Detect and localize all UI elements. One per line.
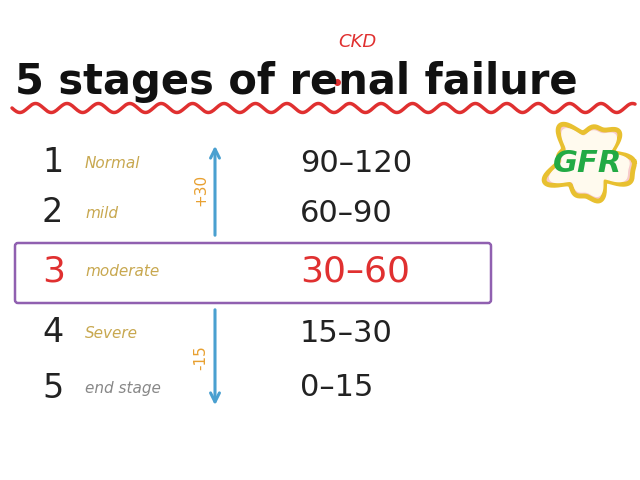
Text: 5: 5 — [42, 372, 63, 405]
Text: GFR: GFR — [554, 149, 623, 179]
Text: 3: 3 — [42, 255, 65, 289]
Text: 0–15: 0–15 — [300, 373, 373, 403]
Text: end stage: end stage — [85, 381, 161, 396]
Text: 90–120: 90–120 — [300, 148, 412, 178]
Text: -15: -15 — [193, 346, 209, 371]
Text: Normal: Normal — [85, 156, 141, 170]
Text: 2: 2 — [42, 196, 63, 229]
Text: mild: mild — [85, 205, 118, 220]
Text: 60–90: 60–90 — [300, 199, 393, 228]
Polygon shape — [544, 124, 634, 201]
Text: Severe: Severe — [85, 325, 138, 340]
Text: 4: 4 — [42, 316, 63, 349]
Text: moderate: moderate — [85, 264, 159, 279]
Text: 5 stages of renal failure: 5 stages of renal failure — [15, 61, 578, 103]
Polygon shape — [550, 129, 629, 196]
Text: 15–30: 15–30 — [300, 319, 393, 348]
Text: +30: +30 — [193, 174, 209, 206]
Text: 30–60: 30–60 — [300, 255, 410, 289]
Text: CKD: CKD — [338, 33, 376, 51]
Text: 1: 1 — [42, 146, 63, 180]
